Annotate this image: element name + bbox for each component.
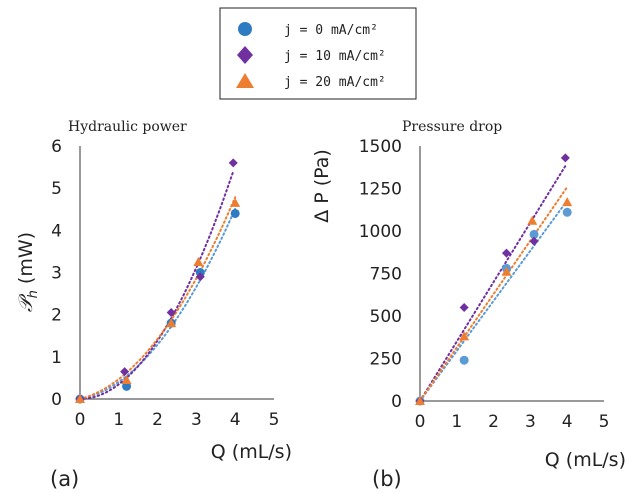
chart-a-y-tick-label: 4: [51, 221, 62, 241]
chart-b-x-tick-label: 5: [599, 412, 610, 432]
legend: j = 0 mA/cm² j = 10 mA/cm² j = 20 mA/cm²: [219, 7, 417, 100]
chart-b-y-tick-label: 500: [370, 307, 402, 327]
chart-b-title: Pressure drop: [402, 119, 502, 135]
chart-b-point-circle: [459, 355, 469, 365]
chart-a-y-tick-label: 0: [51, 390, 62, 410]
chart-b-y-tick-label: 1000: [359, 222, 402, 242]
chart-b-point-diamond: [560, 153, 570, 163]
chart-b-point-circle: [529, 229, 539, 239]
legend-marker-circle: [238, 22, 252, 36]
chart-b-point-diamond: [529, 236, 539, 246]
chart-a-point-diamond: [166, 308, 176, 318]
chart-a-point-circle: [122, 381, 132, 391]
chart-a-x-tick-label: 1: [113, 410, 124, 430]
chart-b-trendline: [419, 186, 569, 402]
legend-label-j0: j = 0 mA/cm²: [284, 23, 378, 38]
chart-b-x-tick-label: 0: [415, 412, 426, 432]
legend-label-j20: j = 20 mA/cm²: [284, 75, 386, 90]
chart-b-x-tick-label: 1: [451, 412, 462, 432]
chart-b-point-triangle: [459, 331, 470, 341]
chart-b-y-tick-label: 1250: [359, 180, 402, 200]
chart-a-point-triangle: [75, 394, 85, 403]
chart-b-x-tick-label: 3: [525, 412, 536, 432]
chart-b-x-tick-label: 2: [488, 412, 499, 432]
chart-b-point-triangle: [562, 197, 573, 207]
chart-b-trendlines: [419, 164, 569, 402]
chart-b-y-tick-label: 750: [370, 265, 402, 285]
chart-a-point-triangle: [121, 375, 132, 385]
chart-a-y-tick-label: 3: [51, 264, 62, 284]
chart-b-points: [415, 153, 573, 406]
chart-a-x-tick-label: 4: [230, 410, 241, 430]
chart-a-y-ticks: 0 1 2 3 4 5 6: [51, 137, 62, 410]
chart-a-y-label-sub: h: [26, 290, 41, 298]
chart-panel-a: Hydraulic power 0 1 2 3 4 5 0 1 2 3 4 5 6 𝒫h (mW) Q…: [15, 119, 292, 491]
chart-a-x-tick-label: 0: [75, 410, 86, 430]
chart-b-point-triangle: [501, 266, 512, 276]
chart-a-y-tick-label: 6: [51, 137, 62, 157]
chart-a-point-triangle: [193, 256, 204, 266]
chart-a-trendline: [79, 196, 237, 400]
chart-a-point-triangle: [230, 197, 241, 207]
chart-a-x-label: Q (mL/s): [211, 441, 292, 463]
chart-b-trendline: [419, 164, 567, 402]
legend-box: [219, 7, 417, 100]
chart-b-panel-label: (b): [372, 467, 402, 491]
chart-b-y-tick-label: 250: [370, 350, 402, 370]
legend-marker-diamond: [237, 46, 253, 64]
chart-b-point-circle: [562, 207, 572, 217]
chart-b-trendline: [419, 199, 569, 402]
chart-b-point-diamond: [501, 248, 511, 258]
chart-b-point-triangle: [527, 215, 538, 225]
chart-b-x-ticks: 0 1 2 3 4 5: [415, 412, 610, 432]
chart-a-x-tick-label: 2: [152, 410, 163, 430]
chart-a-x-tick-label: 3: [191, 410, 202, 430]
chart-a-point-circle: [230, 208, 240, 218]
chart-panel-b: Pressure drop 0 1 2 3 4 5 0 250 500 750 1000 1250 1…: [311, 119, 626, 491]
chart-a-y-tick-label: 5: [51, 179, 62, 199]
chart-a-y-label: 𝒫h (mW): [15, 232, 41, 312]
chart-a-y-label-unit: (mW): [15, 232, 37, 290]
legend-marker-triangle: [236, 73, 254, 88]
chart-a-x-ticks: 0 1 2 3 4 5: [75, 410, 280, 430]
chart-a-y-tick-label: 1: [51, 348, 62, 368]
chart-a-panel-label: (a): [50, 467, 79, 491]
legend-label-j10: j = 10 mA/cm²: [284, 49, 386, 64]
chart-b-y-tick-label: 0: [391, 392, 402, 412]
chart-a-point-diamond: [228, 158, 238, 168]
chart-b-x-tick-label: 4: [562, 412, 573, 432]
chart-a-trendline: [79, 170, 235, 400]
chart-a-point-diamond: [120, 367, 130, 377]
chart-a-y-tick-label: 2: [51, 306, 62, 326]
chart-b-y-tick-label: 1500: [359, 137, 402, 157]
chart-b-y-label: Δ P (Pa): [311, 149, 333, 223]
chart-a-trendlines: [79, 170, 237, 400]
chart-b-y-ticks: 0 250 500 750 1000 1250 1500: [359, 137, 402, 412]
chart-b-point-triangle: [415, 396, 425, 405]
chart-a-point-diamond: [195, 272, 205, 282]
chart-a-points: [75, 158, 241, 404]
chart-a-x-tick-label: 5: [269, 410, 280, 430]
chart-b-x-label: Q (mL/s): [545, 449, 626, 471]
chart-b-point-diamond: [459, 303, 469, 312]
chart-a-point-triangle: [166, 318, 177, 328]
chart-a-trendline: [79, 207, 237, 400]
chart-a-title: Hydraulic power: [68, 119, 187, 135]
